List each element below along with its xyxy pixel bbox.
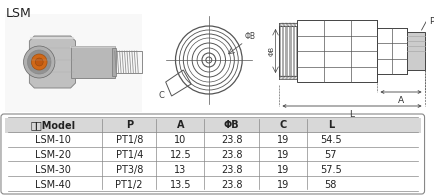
Bar (297, 20, 378, 82)
Text: LSM-40: LSM-40 (35, 180, 71, 190)
Text: 57: 57 (325, 150, 337, 160)
Text: LSM-30: LSM-30 (35, 165, 71, 175)
Text: LSM: LSM (6, 7, 32, 20)
FancyBboxPatch shape (1, 114, 424, 194)
Text: 23.8: 23.8 (221, 150, 242, 160)
Text: 23.8: 23.8 (221, 165, 242, 175)
Bar (407, 32, 424, 70)
Text: P: P (126, 120, 133, 130)
Text: A: A (398, 96, 404, 105)
Text: PT3/8: PT3/8 (115, 165, 143, 175)
Bar (71, 46, 115, 78)
Text: 57.5: 57.5 (320, 165, 342, 175)
Text: C: C (159, 91, 165, 100)
Text: 12.5: 12.5 (170, 150, 191, 160)
Text: ΦB: ΦB (245, 32, 256, 41)
Text: 23.8: 23.8 (221, 135, 242, 145)
Circle shape (27, 50, 51, 74)
Text: PT1/8: PT1/8 (115, 135, 143, 145)
Text: 54.5: 54.5 (320, 135, 342, 145)
Bar (112, 48, 116, 76)
Bar (115, 51, 142, 73)
Text: 13.5: 13.5 (170, 180, 191, 190)
Text: C: C (279, 120, 286, 130)
Circle shape (31, 54, 47, 70)
Bar (279, 26, 297, 76)
Text: PT1/4: PT1/4 (115, 150, 143, 160)
Text: ΦB: ΦB (224, 120, 240, 130)
Text: 19: 19 (276, 135, 289, 145)
Text: L: L (328, 120, 334, 130)
Text: 58: 58 (325, 180, 337, 190)
Text: 19: 19 (276, 150, 289, 160)
Text: L: L (349, 110, 355, 119)
Circle shape (23, 46, 55, 78)
Text: 23.8: 23.8 (221, 180, 242, 190)
Text: 19: 19 (276, 165, 289, 175)
Text: 19: 19 (276, 180, 289, 190)
Bar (5, 14, 142, 112)
Text: P: P (430, 17, 434, 26)
Text: LSM-10: LSM-10 (35, 135, 71, 145)
Text: A: A (177, 120, 184, 130)
Text: 型号Model: 型号Model (30, 120, 76, 130)
Bar (378, 28, 407, 74)
Bar (5, 118, 421, 133)
Polygon shape (30, 36, 76, 88)
Text: ΦB: ΦB (269, 46, 275, 56)
Text: 10: 10 (174, 135, 187, 145)
Circle shape (35, 58, 43, 66)
Text: 13: 13 (174, 165, 187, 175)
Text: LSM-20: LSM-20 (35, 150, 71, 160)
Text: PT1/2: PT1/2 (115, 180, 143, 190)
